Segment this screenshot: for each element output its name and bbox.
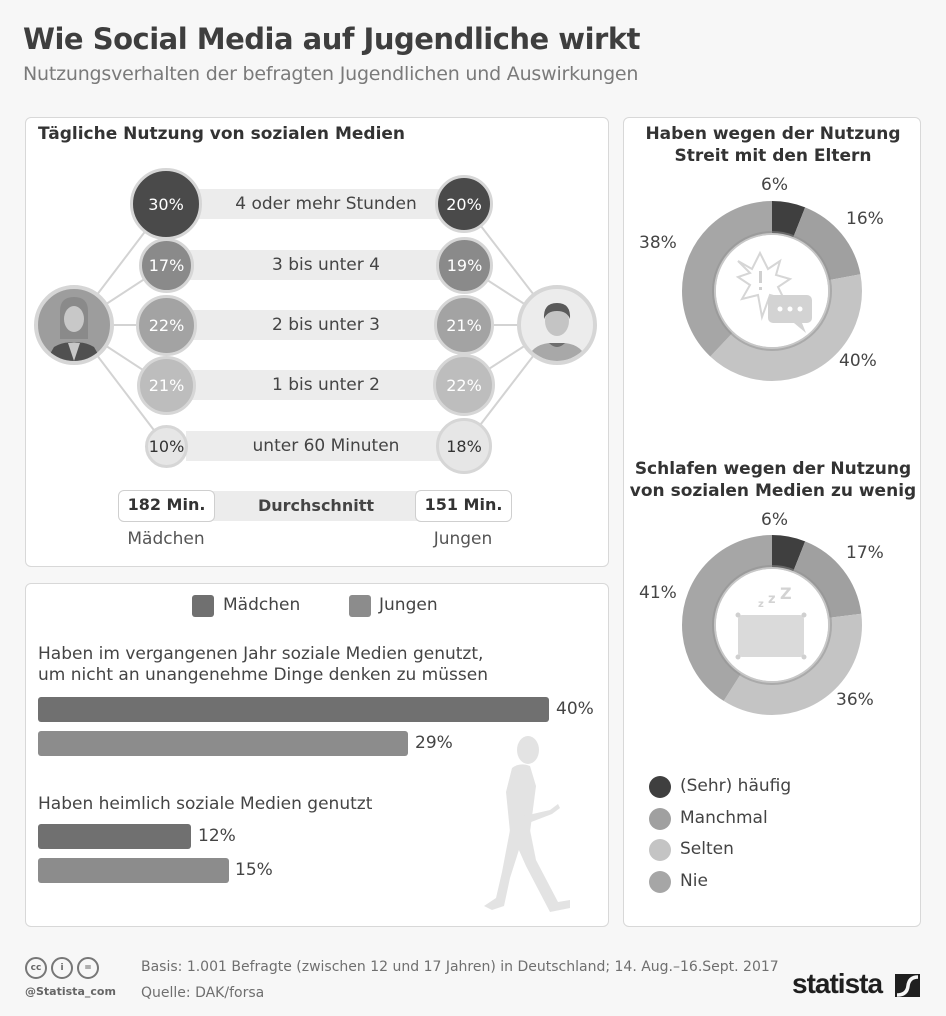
legend-often-label: (Sehr) häufig xyxy=(680,776,792,796)
legend-often-dot xyxy=(649,776,671,798)
page-subtitle: Nutzungsverhalten der befragten Jugendli… xyxy=(23,63,639,85)
donut-2-label-rarely: 36% xyxy=(836,690,874,710)
statista-logo-mark-icon xyxy=(895,974,920,997)
bar-q2-girls-value: 12% xyxy=(198,826,236,846)
legend-never-label: Nie xyxy=(680,871,708,891)
girls-label: Mädchen xyxy=(127,529,205,549)
bar-q2-girls xyxy=(38,824,191,849)
row-band xyxy=(186,250,466,280)
statista-handle: @Statista_com xyxy=(25,985,116,998)
legend-girls-label: Mädchen xyxy=(223,595,301,615)
boys-node-1to2: 22% xyxy=(433,354,495,416)
statista-logo: statista xyxy=(792,968,883,999)
pillow-icon: z z Z xyxy=(735,584,807,660)
question-1-line-2: um nicht an unangenehme Dinge denken zu … xyxy=(38,665,488,685)
page-title: Wie Social Media auf Jugendliche wirkt xyxy=(23,22,641,56)
donut-1-chart xyxy=(682,201,862,381)
donut-1-label-sometimes: 16% xyxy=(846,209,884,229)
donut-1-label-rarely: 40% xyxy=(839,351,877,371)
footer-basis: Basis: 1.001 Befragte (zwischen 12 und 1… xyxy=(141,959,779,975)
boys-node-3to4: 19% xyxy=(436,237,493,294)
legend-sometimes-label: Manchmal xyxy=(680,808,768,828)
row-label: unter 60 Minuten xyxy=(252,436,400,456)
bar-q1-girls xyxy=(38,697,549,722)
daily-usage-card: Tägliche Nutzung von sozialen Medien 4 o… xyxy=(25,117,609,567)
female-avatar-icon xyxy=(34,285,114,365)
bar-q1-girls-value: 40% xyxy=(556,699,594,719)
bar-q2-boys xyxy=(38,858,229,883)
boys-average-value: 151 Min. xyxy=(415,490,512,522)
donut-2-chart: z z Z xyxy=(682,535,862,715)
girls-node-under60: 10% xyxy=(145,425,188,468)
donut-2-label-often: 6% xyxy=(761,510,788,530)
donut-1-title-line-2: Streit mit den Eltern xyxy=(674,146,872,166)
svg-text:z: z xyxy=(768,592,776,607)
license-icons: cc i = xyxy=(25,957,99,979)
creative-commons-icon: cc xyxy=(25,957,47,979)
donut-2-title-line-2: von sozialen Medien zu wenig xyxy=(629,481,917,501)
question-1-line-1: Haben im vergangenen Jahr soziale Medien… xyxy=(38,644,484,664)
donut-1-label-never: 38% xyxy=(639,233,677,253)
legend-boys-label: Jungen xyxy=(379,595,438,615)
boys-node-2to3: 21% xyxy=(434,295,494,355)
row-label: 3 bis unter 4 xyxy=(272,255,380,275)
row-band xyxy=(186,370,466,400)
boys-node-4plus: 20% xyxy=(435,175,493,233)
average-label: Durchschnitt xyxy=(206,491,426,521)
donut-2-title-line-1: Schlafen wegen der Nutzung xyxy=(634,459,912,479)
bar-q1-boys-value: 29% xyxy=(415,733,453,753)
attribution-icon: i xyxy=(51,957,73,979)
row-band xyxy=(186,310,466,340)
svg-text:z: z xyxy=(758,599,764,610)
argument-icon xyxy=(735,250,812,333)
bar-q1-boys xyxy=(38,731,408,756)
girls-node-3to4: 17% xyxy=(139,238,194,293)
donut-1-title-line-1: Haben wegen der Nutzung xyxy=(645,124,901,144)
boys-node-under60: 18% xyxy=(436,418,492,474)
legend-rarely-dot xyxy=(649,839,671,861)
row-label: 2 bis unter 3 xyxy=(272,315,380,335)
row-band xyxy=(186,431,466,461)
legend-girls-swatch xyxy=(192,595,214,617)
no-derivatives-icon: = xyxy=(77,957,99,979)
donut-1-label-often: 6% xyxy=(761,175,788,195)
bars-card: Mädchen Jungen Haben im vergangenen Jahr… xyxy=(25,583,609,927)
svg-text:Z: Z xyxy=(780,584,792,603)
walking-person-icon xyxy=(484,736,570,912)
donuts-card: Haben wegen der Nutzung Streit mit den E… xyxy=(623,117,921,927)
girls-average-value: 182 Min. xyxy=(118,490,215,522)
legend-rarely-label: Selten xyxy=(680,839,734,859)
donut-2-label-sometimes: 17% xyxy=(846,543,884,563)
girls-node-2to3: 22% xyxy=(136,295,197,356)
row-band xyxy=(186,189,466,219)
legend-never-dot xyxy=(649,871,671,893)
boys-label: Jungen xyxy=(433,529,493,549)
daily-usage-title: Tägliche Nutzung von sozialen Medien xyxy=(38,124,406,144)
question-2-line-1: Haben heimlich soziale Medien genutzt xyxy=(38,794,373,814)
row-label: 1 bis unter 2 xyxy=(272,375,380,395)
girls-node-1to2: 21% xyxy=(137,356,196,415)
footer-source: Quelle: DAK/forsa xyxy=(141,985,265,1001)
bar-q2-boys-value: 15% xyxy=(235,860,273,880)
male-avatar-icon xyxy=(517,285,597,365)
legend-sometimes-dot xyxy=(649,808,671,830)
row-label: 4 oder mehr Stunden xyxy=(235,194,417,214)
donut-2-label-never: 41% xyxy=(639,583,677,603)
legend-boys-swatch xyxy=(349,595,371,617)
girls-node-4plus: 30% xyxy=(130,168,202,240)
